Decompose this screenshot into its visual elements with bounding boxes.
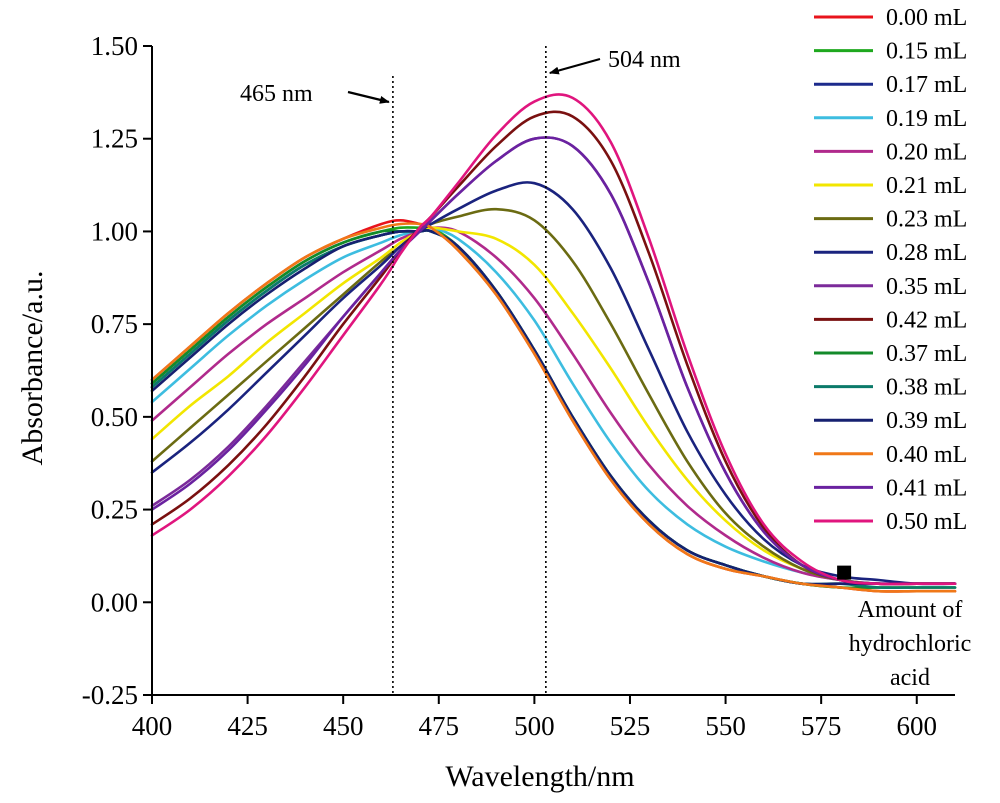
y-tick-label: -0.25 <box>82 680 138 710</box>
legend-label: 0.15 mL <box>886 39 967 65</box>
series-line-8 <box>150 136 957 586</box>
legend-label: 0.42 mL <box>886 307 967 333</box>
axes <box>151 46 955 696</box>
legend-label: 0.17 mL <box>886 72 967 98</box>
reference-arrow-0 <box>347 90 390 104</box>
legend-item: 0.50 mL <box>814 509 967 535</box>
legend-label: 0.19 mL <box>886 106 967 132</box>
y-ticks: -0.25 0.00 0.25 0.50 0.75 1.00 1.25 1.50 <box>82 31 152 710</box>
series-line-5 <box>150 226 957 586</box>
y-tick-label: 0.50 <box>91 402 138 432</box>
series-line-6 <box>150 207 957 586</box>
x-tick-label: 525 <box>610 711 651 741</box>
legend-item: 0.21 mL <box>814 173 967 199</box>
x-tick-label: 550 <box>705 711 746 741</box>
legend-label: 0.00 mL <box>886 5 967 31</box>
legend-item: 0.15 mL <box>814 39 967 65</box>
y-tick-label: 0.25 <box>91 495 138 525</box>
marker-square <box>837 565 852 580</box>
x-tick-label: 500 <box>514 711 555 741</box>
x-ticks: 400 425 450 475 500 525 550 575 600 <box>132 695 937 741</box>
y-tick-label: 1.25 <box>91 124 138 154</box>
series-lines <box>150 93 957 593</box>
x-tick-label: 475 <box>419 711 460 741</box>
series-line-10 <box>150 229 957 590</box>
legend-item: 0.40 mL <box>814 442 967 468</box>
reference-arrow-1 <box>548 57 601 75</box>
series-line-0 <box>150 219 957 593</box>
legend-item: 0.39 mL <box>814 408 967 434</box>
legend-label: 0.41 mL <box>886 475 967 501</box>
legend-label: 0.50 mL <box>886 509 967 535</box>
legend-item: 0.00 mL <box>814 5 967 31</box>
y-tick-label: 1.00 <box>91 216 138 246</box>
y-tick-label: 1.50 <box>91 31 138 61</box>
x-tick-label: 575 <box>801 711 842 741</box>
series-line-14 <box>150 136 957 586</box>
marker-label-line: acid <box>890 665 930 691</box>
legend-item: 0.35 mL <box>814 274 967 300</box>
legend-item: 0.17 mL <box>814 72 967 98</box>
legend-label: 0.40 mL <box>886 442 967 468</box>
legend-label: 0.38 mL <box>886 375 967 401</box>
legend-item: 0.19 mL <box>814 106 967 132</box>
series-line-9 <box>150 110 957 586</box>
series-line-3 <box>150 226 957 586</box>
reference-lines: 465 nm 504 nm <box>240 46 681 695</box>
reference-label-0: 465 nm <box>240 81 313 107</box>
legend-item: 0.20 mL <box>814 139 967 165</box>
legend-label: 0.28 mL <box>886 240 967 266</box>
legend: 0.00 mL 0.15 mL 0.17 mL 0.19 mL 0.20 mL 0.21 … <box>814 5 967 535</box>
x-tick-label: 450 <box>323 711 364 741</box>
x-tick-label: 425 <box>227 711 268 741</box>
hcl-marker: Amount of hydrochloric acid <box>837 565 972 691</box>
marker-label-line: hydrochloric <box>849 631 972 657</box>
legend-label: 0.21 mL <box>886 173 967 199</box>
series-line-4 <box>150 226 957 586</box>
y-tick-label: 0.00 <box>91 587 138 617</box>
marker-label-line: Amount of <box>858 597 963 623</box>
y-tick-label: 0.75 <box>91 309 138 339</box>
legend-label: 0.20 mL <box>886 139 967 165</box>
reference-label-1: 504 nm <box>608 47 681 73</box>
series-line-15 <box>150 93 957 586</box>
legend-item: 0.41 mL <box>814 475 967 501</box>
legend-item: 0.38 mL <box>814 375 967 401</box>
legend-label: 0.39 mL <box>886 408 967 434</box>
legend-item: 0.23 mL <box>814 207 967 233</box>
legend-label: 0.37 mL <box>886 341 967 367</box>
legend-label: 0.35 mL <box>886 274 967 300</box>
legend-item: 0.42 mL <box>814 307 967 333</box>
legend-item: 0.28 mL <box>814 240 967 266</box>
legend-item: 0.37 mL <box>814 341 967 367</box>
series-line-13 <box>150 222 957 593</box>
x-tick-label: 400 <box>132 711 173 741</box>
legend-label: 0.23 mL <box>886 207 967 233</box>
x-axis-title: Wavelength/nm <box>445 760 634 793</box>
x-tick-label: 600 <box>897 711 938 741</box>
y-axis-title: Absorbance/a.u. <box>16 271 49 466</box>
